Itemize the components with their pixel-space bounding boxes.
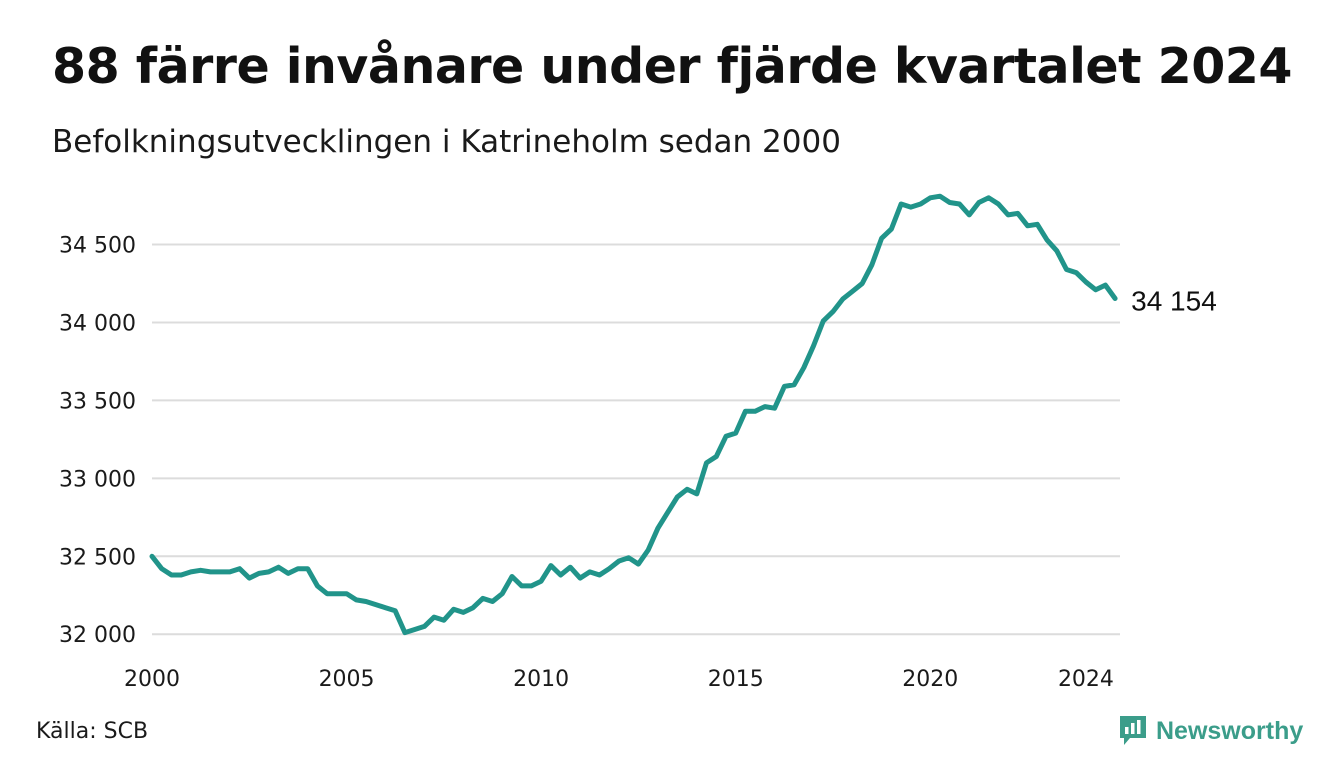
population-line: [149, 193, 1118, 636]
x-tick-label: 2024: [1058, 667, 1114, 692]
chart-title: 88 färre invånare under fjärde kvartalet…: [52, 38, 1293, 95]
brand-logo[interactable]: Newsworthy: [1118, 714, 1303, 748]
y-tick-label: 33 000: [59, 467, 136, 492]
x-tick-label: 2020: [902, 667, 958, 692]
end-value-label: 34 154: [1131, 285, 1217, 316]
chart-subtitle: Befolkningsutvecklingen i Katrineholm se…: [52, 124, 841, 160]
series-layer: [149, 193, 1118, 636]
x-tick-label: 2005: [319, 667, 375, 692]
newsworthy-logo-icon: [1120, 716, 1146, 745]
y-tick-label: 33 500: [59, 389, 136, 414]
label-layer: 34 154: [1131, 285, 1217, 316]
y-tick-label: 34 500: [59, 234, 136, 259]
x-tick-label: 2015: [708, 667, 764, 692]
y-tick-label: 32 500: [59, 545, 136, 570]
y-tick-label: 34 000: [59, 311, 136, 336]
source-note: Källa: SCB: [36, 719, 149, 744]
grid-layer: [152, 243, 1120, 636]
x-tick-label: 2000: [124, 667, 180, 692]
y-tick-label: 32 000: [59, 623, 136, 648]
x-tick-label: 2010: [513, 667, 569, 692]
y-axis: 32 000 32 500 33 000 33 500 34 000 34 500: [59, 234, 136, 649]
x-axis: 2000 2005 2010 2015 2020 2024: [124, 667, 1114, 692]
brand-name: Newsworthy: [1156, 716, 1304, 745]
